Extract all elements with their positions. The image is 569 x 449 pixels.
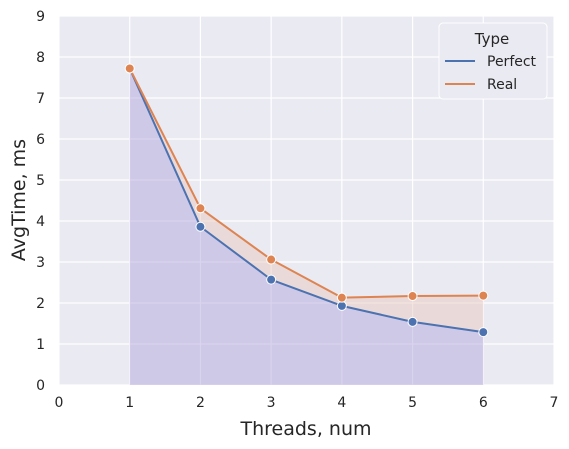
y-tick-labels: 0 1 2 3 4 5 6 7 8 9 bbox=[36, 9, 45, 394]
x-tick-labels: 0 1 2 3 4 5 6 7 bbox=[55, 395, 559, 411]
y-tick-label: 1 bbox=[36, 337, 45, 353]
x-axis-label: Threads, num bbox=[239, 418, 371, 440]
y-axis-label: AvgTime, ms bbox=[8, 139, 30, 261]
data-point-perfect bbox=[478, 327, 489, 338]
y-tick-label: 3 bbox=[36, 255, 45, 271]
legend-label-real: Real bbox=[487, 77, 517, 93]
legend-title: Type bbox=[474, 30, 509, 48]
x-tick-label: 3 bbox=[267, 395, 276, 411]
series-points bbox=[124, 63, 489, 338]
y-tick-label: 4 bbox=[36, 214, 45, 230]
y-tick-label: 7 bbox=[36, 91, 45, 107]
data-point-perfect bbox=[336, 300, 347, 311]
series-lines bbox=[128, 68, 484, 334]
x-tick-label: 2 bbox=[196, 395, 205, 411]
x-tick-label: 0 bbox=[55, 395, 64, 411]
series-line-real bbox=[128, 68, 484, 299]
y-tick-label: 5 bbox=[36, 173, 45, 189]
x-tick-label: 5 bbox=[408, 395, 417, 411]
fill-perfect bbox=[129, 68, 484, 385]
data-point-real bbox=[195, 203, 206, 214]
data-point-perfect bbox=[407, 316, 418, 327]
data-point-perfect bbox=[266, 274, 277, 285]
series-line-perfect bbox=[128, 68, 484, 334]
y-tick-label: 2 bbox=[36, 296, 45, 312]
y-tick-label: 6 bbox=[36, 132, 45, 148]
y-tick-label: 0 bbox=[36, 378, 45, 394]
x-tick-label: 1 bbox=[125, 395, 134, 411]
legend-box bbox=[438, 22, 548, 100]
x-tick-label: 4 bbox=[337, 395, 346, 411]
data-point-real bbox=[478, 290, 489, 301]
x-tick-label: 6 bbox=[479, 395, 488, 411]
legend: Type Perfect Real bbox=[438, 22, 548, 100]
data-point-real bbox=[336, 292, 347, 303]
data-point-real bbox=[266, 254, 277, 265]
y-tick-label: 8 bbox=[36, 50, 45, 66]
x-tick-label: 7 bbox=[550, 395, 559, 411]
data-point-real bbox=[124, 63, 135, 74]
data-point-real bbox=[407, 291, 418, 302]
y-tick-label: 9 bbox=[36, 9, 45, 25]
data-point-perfect bbox=[195, 221, 206, 232]
legend-label-perfect: Perfect bbox=[487, 54, 537, 70]
